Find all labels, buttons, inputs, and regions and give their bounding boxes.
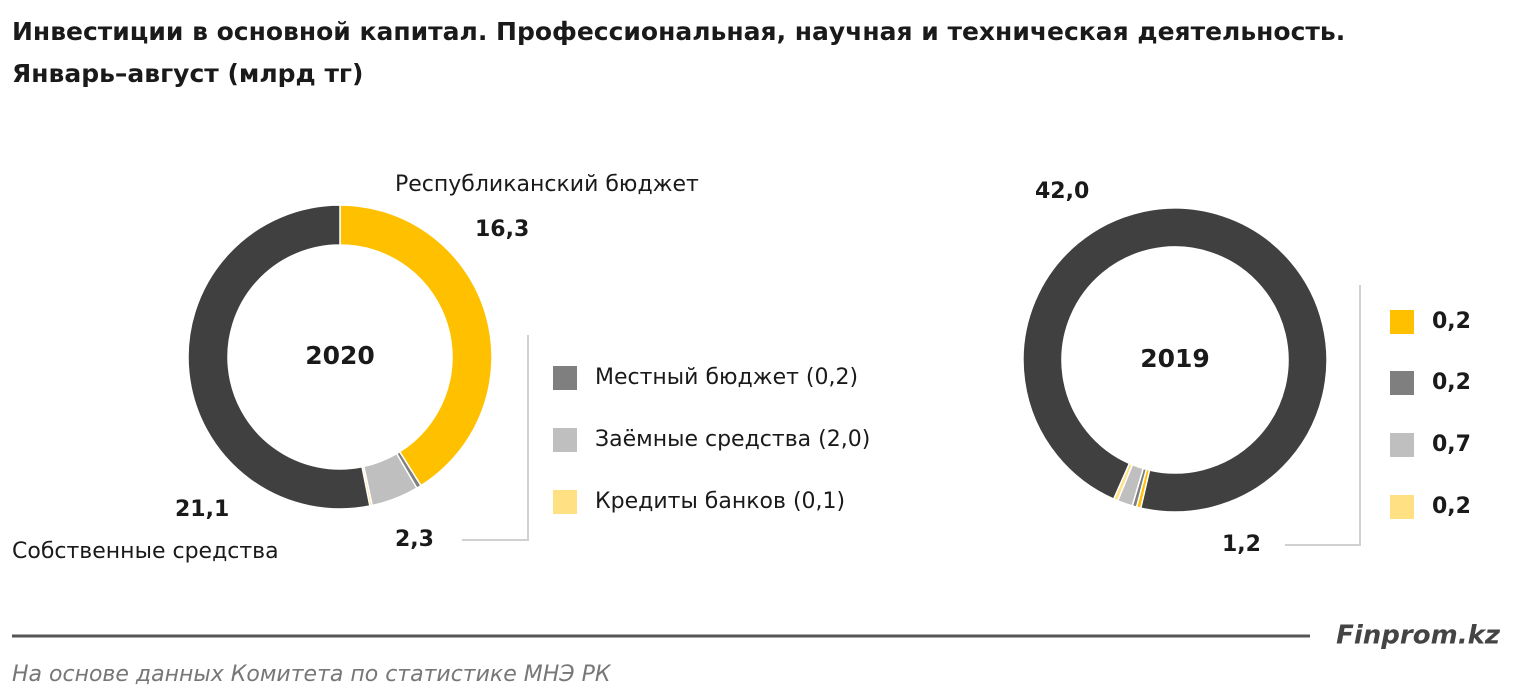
legend-swatch xyxy=(1390,371,1414,395)
legend-swatch xyxy=(1390,433,1414,457)
value-label: 42,0 xyxy=(1035,179,1089,204)
center-label: 2019 xyxy=(1140,344,1210,373)
legend-label: 0,2 xyxy=(1432,494,1471,519)
legend-swatch xyxy=(1390,495,1414,519)
value-label: 16,3 xyxy=(475,217,529,242)
legend-swatch xyxy=(1390,310,1414,334)
group-total-label: 1,2 xyxy=(1222,532,1261,557)
legend-label: Заёмные средства (2,0) xyxy=(595,427,870,452)
legend-label: 0,2 xyxy=(1432,309,1471,334)
legend-swatch xyxy=(553,428,577,452)
bracket xyxy=(462,335,529,541)
value-label: 21,1 xyxy=(175,497,229,522)
group-total-label: 2,3 xyxy=(395,527,434,552)
legend-label: 0,2 xyxy=(1432,370,1471,395)
brand: Finprom.kz xyxy=(1336,621,1501,651)
title-line: Инвестиции в основной капитал. Профессио… xyxy=(12,17,1345,46)
donut-slice xyxy=(1022,207,1328,513)
legend-label: Кредиты банков (0,1) xyxy=(595,489,845,514)
legend-label: Местный бюджет (0,2) xyxy=(595,365,858,390)
legend-swatch xyxy=(553,490,577,514)
category-label: Республиканский бюджет xyxy=(395,172,699,197)
donut-slice xyxy=(339,204,493,487)
source: На основе данных Комитета по статистике … xyxy=(12,662,612,687)
category-label: Собственные средства xyxy=(12,539,279,564)
title-line: Январь–август (млрд тг) xyxy=(12,59,363,88)
donut-slice xyxy=(187,204,371,510)
bracket xyxy=(1285,285,1361,546)
legend-swatch xyxy=(553,366,577,390)
center-label: 2020 xyxy=(305,341,375,370)
legend-label: 0,7 xyxy=(1432,432,1471,457)
